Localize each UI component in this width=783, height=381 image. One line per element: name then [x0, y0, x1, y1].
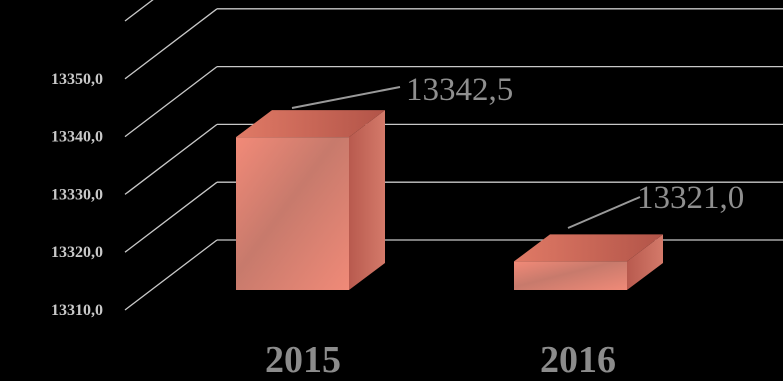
- bar-front-face: [236, 137, 349, 290]
- data-label-leader: [567, 196, 641, 229]
- x-category-label: 2015: [265, 339, 341, 381]
- bar-side-face: [349, 110, 385, 291]
- data-labels: 13342,5 13321,0: [291, 72, 744, 229]
- y-tick-label: 13350,0: [51, 71, 103, 88]
- data-label: 13342,5: [406, 72, 513, 108]
- gridline-diagonal: [124, 239, 218, 311]
- bar-top-face: [514, 234, 663, 262]
- gridline-diagonal: [124, 181, 218, 253]
- bar-side-face: [627, 234, 663, 290]
- y-tick-label: 13320,0: [51, 244, 103, 261]
- y-tick-label: 13310,0: [51, 302, 103, 319]
- gridline-diagonal: [124, 66, 218, 138]
- x-axis-categories: 2015 2016: [265, 339, 616, 381]
- bar-2015: [236, 110, 385, 291]
- gridline-diagonal: [124, 0, 154, 22]
- gridline-diagonal: [124, 8, 218, 80]
- y-axis-ticks: 13310,0 13320,0 13330,0 13340,0 13350,0: [51, 71, 103, 319]
- gridline-diagonal: [124, 123, 218, 195]
- gridlines: [124, 0, 783, 311]
- data-label-leader: [291, 86, 401, 109]
- data-label: 13321,0: [637, 180, 744, 216]
- x-category-label: 2016: [540, 339, 616, 381]
- y-tick-label: 13340,0: [51, 129, 103, 146]
- y-tick-label: 13330,0: [51, 186, 103, 203]
- bars: [236, 110, 663, 291]
- bar-2016: [514, 234, 663, 290]
- bar-front-face: [514, 261, 627, 290]
- bar-top-face: [236, 110, 385, 138]
